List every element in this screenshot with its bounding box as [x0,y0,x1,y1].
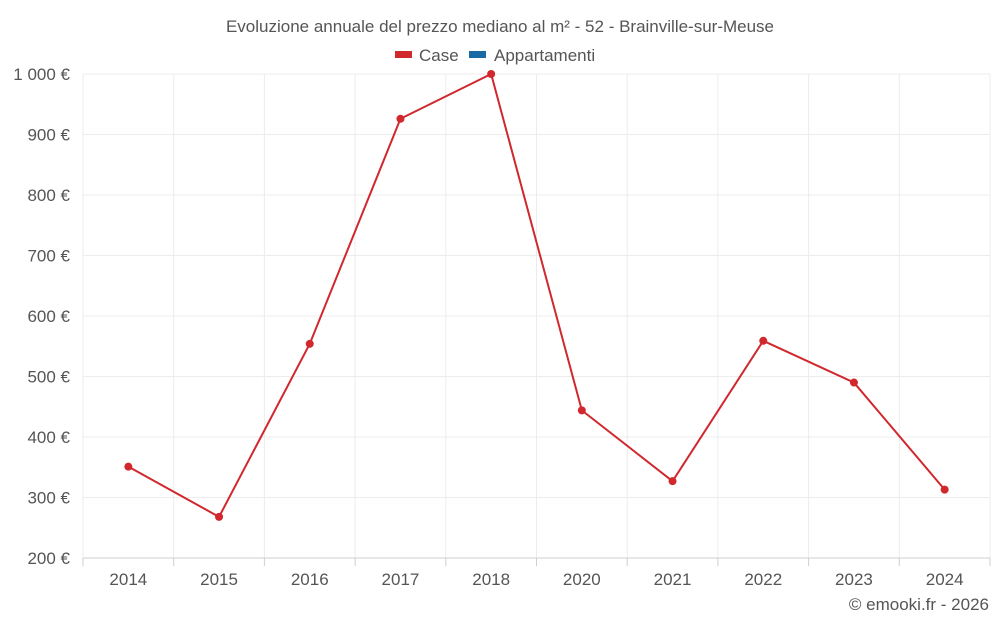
y-tick-label: 700 € [27,247,70,266]
legend-swatch-case [395,51,412,58]
x-tick-label: 2024 [926,570,964,589]
x-tick-label: 2017 [382,570,420,589]
data-point-case[interactable] [396,114,405,123]
y-tick-label: 400 € [27,428,70,447]
data-point-case[interactable] [215,512,224,521]
credit-label: © emooki.fr - 2026 [849,595,989,614]
x-tick-label: 2021 [654,570,692,589]
legend: Case Appartamenti [395,46,595,65]
legend-swatch-appartamenti [469,51,486,58]
y-tick-label: 1 000 € [13,65,70,84]
x-tick-label: 2018 [472,570,510,589]
series-line-case [127,73,946,518]
data-point-case[interactable] [668,477,677,486]
x-tick-label: 2022 [744,570,782,589]
legend-label-case: Case [419,46,459,65]
x-tick-label: 2015 [200,570,238,589]
x-tick-label: 2014 [109,570,147,589]
x-tick-label: 2016 [291,570,329,589]
data-point-case[interactable] [940,485,949,494]
x-axis: 2014 2015 2016 2017 2018 2020 2021 2022 2023 2024 [82,557,991,589]
y-tick-label: 900 € [27,126,70,145]
data-point-case[interactable] [759,336,768,345]
x-tick-label: 2023 [835,570,873,589]
data-point-case[interactable] [487,70,496,78]
series-layer [124,70,949,521]
legend-item-appartamenti[interactable]: Appartamenti [469,46,595,65]
y-tick-label: 600 € [27,307,70,326]
y-tick-label: 500 € [27,368,70,387]
legend-label-appartamenti: Appartamenti [494,46,595,65]
y-axis: 200 € 300 € 400 € 500 € 600 € 700 € 800 € 900 €… [13,65,70,568]
data-point-case[interactable] [305,339,314,348]
y-tick-label: 200 € [27,549,70,568]
y-tick-label: 800 € [27,186,70,205]
data-point-case[interactable] [849,378,858,387]
data-point-case[interactable] [124,462,133,471]
legend-item-case[interactable]: Case [395,46,459,65]
grid [82,73,991,558]
chart-title: Evoluzione annuale del prezzo mediano al… [226,17,774,36]
x-tick-label: 2020 [563,570,601,589]
y-tick-label: 300 € [27,489,70,508]
data-point-case[interactable] [577,406,586,415]
